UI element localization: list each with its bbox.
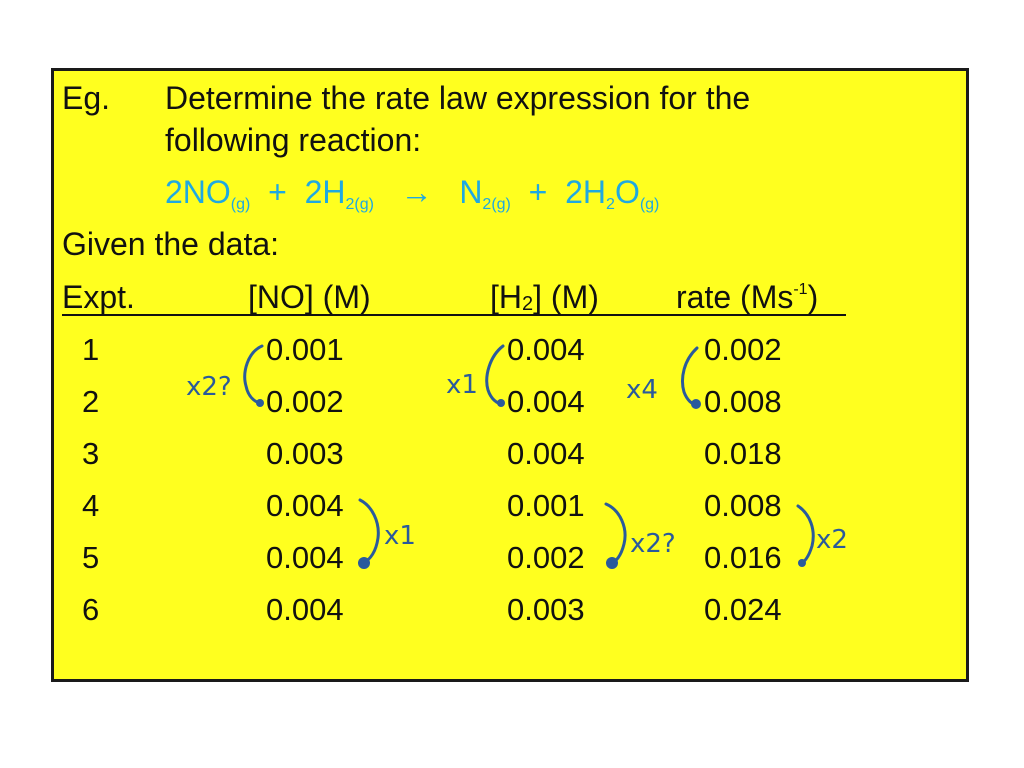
cell-no: 0.004 <box>266 540 344 575</box>
product-h2o-a: 2H <box>565 174 607 210</box>
slide-panel <box>51 68 969 682</box>
cell-h2: 0.001 <box>507 488 585 523</box>
product-h2o-sub: 2 <box>606 196 615 213</box>
cell-h2: 0.002 <box>507 540 585 575</box>
cell-no: 0.002 <box>266 384 344 419</box>
plus-sign: + <box>528 174 548 210</box>
prompt-line-1: Determine the rate law expression for th… <box>165 80 751 116</box>
product-h2o-state: (g) <box>639 196 660 213</box>
eg-label: Eg. <box>62 80 111 116</box>
cell-rate: 0.008 <box>704 384 782 419</box>
reactant-h2: 2H <box>304 174 346 210</box>
given-label: Given the data: <box>62 226 280 262</box>
cell-no: 0.004 <box>266 592 344 627</box>
cell-h2: 0.004 <box>507 436 585 471</box>
prompt-line-2: following reaction: <box>165 122 422 158</box>
plus-sign: + <box>268 174 287 210</box>
cell-rate: 0.018 <box>704 436 782 471</box>
reactant-no: 2NO <box>165 174 231 210</box>
cell-no: 0.004 <box>266 488 344 523</box>
cell-expt: 4 <box>82 488 100 523</box>
reactant-h2-sub: 2(g) <box>345 196 374 213</box>
cell-rate: 0.016 <box>704 540 782 575</box>
cell-rate: 0.024 <box>704 592 782 627</box>
reactant-no-state: (g) <box>230 196 251 213</box>
header-no: [NO] (M) <box>248 279 371 315</box>
header-rate: rate (Ms-1) <box>676 279 819 315</box>
reaction-arrow-icon: → <box>400 174 433 210</box>
cell-rate: 0.008 <box>704 488 782 523</box>
product-h2o-b: O <box>614 174 640 210</box>
header-h2: [H2] (M) <box>490 279 599 315</box>
cell-no: 0.003 <box>266 436 344 471</box>
header-underline <box>62 314 846 316</box>
cell-expt: 6 <box>82 592 100 627</box>
cell-rate: 0.002 <box>704 332 782 367</box>
cell-h2: 0.004 <box>507 332 585 367</box>
cell-no: 0.001 <box>266 332 344 367</box>
reaction-equation: 2NO(g) + 2H2(g) → N2(g) + 2H2O(g) <box>165 174 660 213</box>
product-n2-sub: 2(g) <box>482 196 511 213</box>
header-expt: Expt. <box>62 279 135 315</box>
cell-expt: 5 <box>82 540 100 575</box>
cell-h2: 0.004 <box>507 384 585 419</box>
product-n2: N <box>459 174 483 210</box>
cell-expt: 3 <box>82 436 100 471</box>
cell-h2: 0.003 <box>507 592 585 627</box>
cell-expt: 1 <box>82 332 100 367</box>
cell-expt: 2 <box>82 384 100 419</box>
